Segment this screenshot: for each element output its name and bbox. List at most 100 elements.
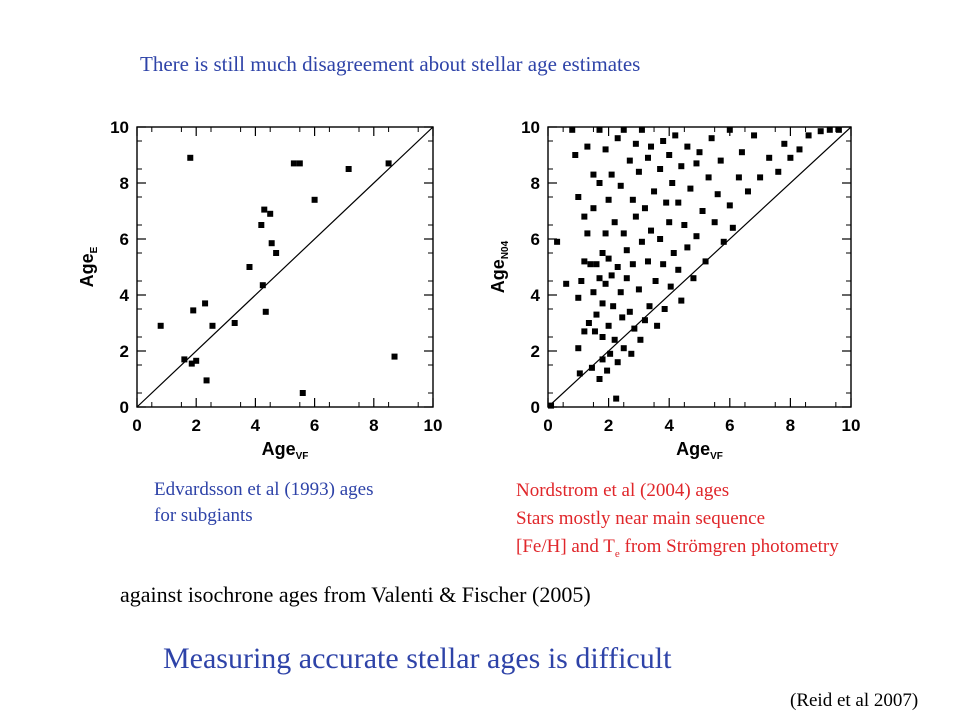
data-point <box>575 194 582 200</box>
data-point <box>628 350 635 357</box>
data-point <box>684 244 691 251</box>
data-point <box>273 250 280 256</box>
data-point <box>590 289 597 296</box>
data-point <box>681 222 688 228</box>
x-tick-label: 6 <box>725 416 734 435</box>
data-point <box>190 307 197 314</box>
data-point <box>584 230 591 237</box>
data-point <box>766 154 773 161</box>
data-point <box>608 272 615 279</box>
data-point <box>744 188 751 195</box>
data-point <box>646 303 653 310</box>
data-point <box>805 132 812 139</box>
caption-nordstrom-line3-b: from Strömgren photometry <box>619 536 839 557</box>
data-point <box>584 143 591 150</box>
data-point <box>607 350 614 357</box>
x-axis-label-main: Age <box>262 439 296 459</box>
data-point <box>187 154 194 161</box>
x-tick-label: 6 <box>310 416 319 435</box>
data-point <box>729 224 736 231</box>
caption-nordstrom-line3-sub: e <box>614 547 620 560</box>
data-point <box>644 154 651 161</box>
data-point <box>231 320 238 326</box>
data-point <box>661 306 668 312</box>
plot-frame <box>547 126 852 408</box>
data-point <box>209 322 216 329</box>
data-point <box>599 300 606 307</box>
caption-nordstrom: Nordstrom et al (2004) ages Stars mostly… <box>516 477 839 568</box>
y-tick-label: 2 <box>531 342 540 361</box>
data-point <box>781 140 788 147</box>
data-point <box>581 258 588 265</box>
x-tick-label: 4 <box>251 416 261 435</box>
caption-edvardsson-line1: Edvardsson et al (1993) ages <box>154 479 374 500</box>
data-point <box>193 357 200 364</box>
x-tick-label: 10 <box>424 416 443 435</box>
y-tick-label: 2 <box>120 342 129 361</box>
data-point <box>720 238 727 245</box>
data-point <box>635 168 642 175</box>
data-point <box>751 132 758 139</box>
data-point <box>757 174 764 181</box>
data-point <box>669 180 676 186</box>
data-point <box>608 171 615 178</box>
y-tick-label: 0 <box>531 398 540 417</box>
data-point <box>623 247 630 254</box>
data-point <box>290 160 297 167</box>
data-point <box>588 364 595 371</box>
data-point <box>614 135 621 142</box>
data-point <box>605 196 612 203</box>
data-point <box>596 275 603 282</box>
data-point <box>644 258 651 265</box>
data-point <box>657 166 664 172</box>
y-axis-label-main: Age <box>77 253 97 287</box>
data-point <box>268 240 275 247</box>
data-point <box>596 376 603 382</box>
data-point <box>599 334 606 340</box>
data-point <box>652 278 659 284</box>
data-point <box>641 205 648 212</box>
data-point <box>675 199 682 206</box>
data-point <box>620 345 627 352</box>
data-point <box>693 160 700 167</box>
y-tick-label: 10 <box>521 118 540 137</box>
y-axis-label-sub: E <box>89 246 100 253</box>
y-tick-label: 10 <box>110 118 129 137</box>
data-point <box>299 390 306 396</box>
data-point <box>835 126 842 133</box>
data-point <box>267 210 274 217</box>
data-point <box>620 230 627 237</box>
x-tick-label: 2 <box>604 416 613 435</box>
data-point <box>678 163 685 170</box>
data-point <box>667 283 674 290</box>
data-point <box>262 308 269 315</box>
data-point <box>345 166 352 172</box>
data-point <box>717 157 724 164</box>
citation: (Reid et al 2007) <box>790 690 919 711</box>
data-point <box>181 356 188 363</box>
y-axis-label-sub: N04 <box>500 240 511 259</box>
data-point <box>648 143 655 150</box>
data-point <box>672 132 679 139</box>
data-point <box>602 230 609 237</box>
data-point <box>548 402 555 409</box>
conclusion-text: Measuring accurate stellar ages is diffi… <box>163 642 672 675</box>
data-point <box>670 250 677 256</box>
data-point <box>632 140 639 147</box>
data-point <box>296 160 303 167</box>
data-point <box>261 206 268 213</box>
data-point <box>385 160 392 167</box>
data-point <box>585 320 592 326</box>
data-point <box>666 152 673 158</box>
data-point <box>602 146 609 153</box>
data-point <box>203 377 210 384</box>
data-point <box>602 280 609 287</box>
plot-frame <box>136 126 434 408</box>
data-point <box>591 328 598 335</box>
data-point <box>702 258 709 265</box>
caption-nordstrom-line1: Nordstrom et al (2004) ages <box>516 480 730 501</box>
data-point <box>632 213 639 220</box>
data-point <box>735 174 742 181</box>
data-point <box>817 128 824 135</box>
